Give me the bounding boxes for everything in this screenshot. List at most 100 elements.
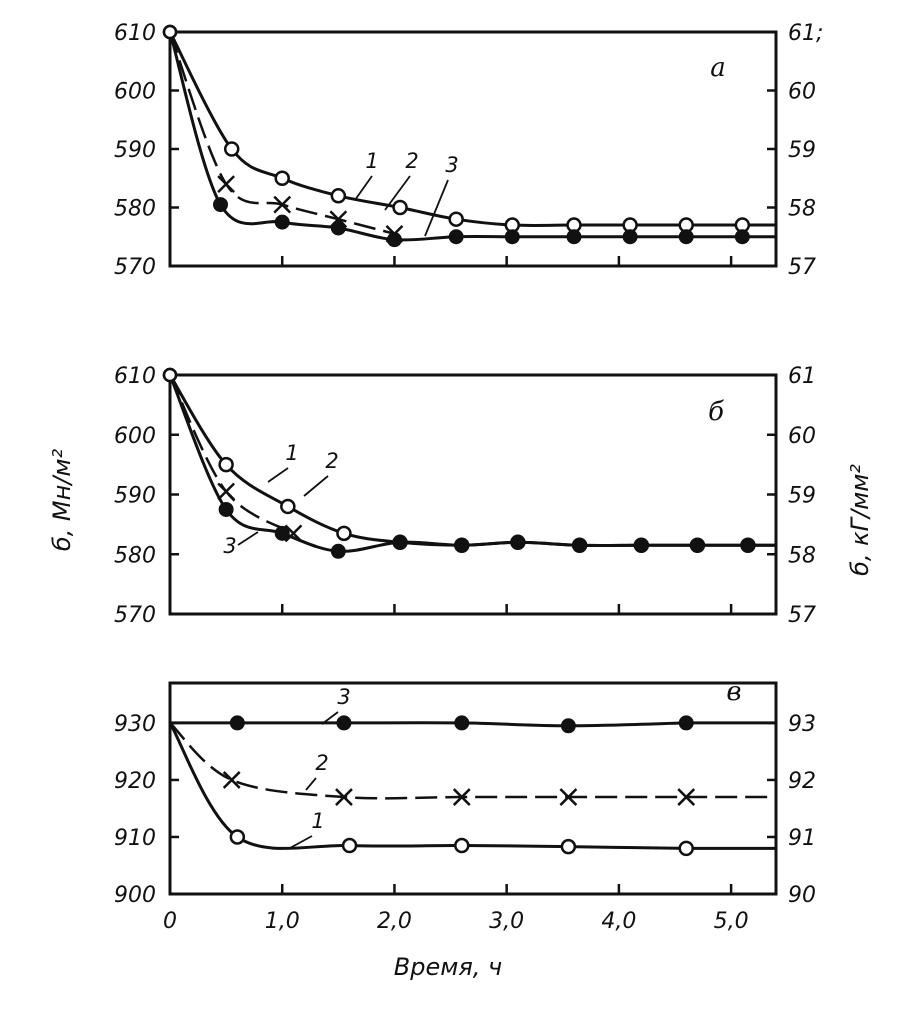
- data-point-1: [392, 199, 408, 216]
- data-point-1: [560, 838, 577, 855]
- y-tick-label: 610: [114, 364, 156, 389]
- y-tick-label: 590: [114, 484, 156, 509]
- data-point-3: [448, 229, 464, 245]
- panel-letter: а: [710, 53, 726, 83]
- y-tick-label: 580: [114, 197, 156, 222]
- y-tick-label: 590: [114, 138, 156, 163]
- y2-tick-label: 90: [788, 883, 816, 908]
- data-point-2: [217, 482, 235, 501]
- data-point-3: [274, 214, 290, 230]
- x-tick-label: 3,0: [489, 909, 524, 934]
- curve-label-leader: [289, 835, 313, 849]
- series-line-3: [168, 31, 776, 242]
- y2-tick-label: 60: [788, 424, 816, 449]
- x-tick-label: 2,0: [377, 909, 412, 934]
- data-point-1: [229, 829, 246, 845]
- curve-label-leader: [354, 175, 373, 201]
- data-point-3: [504, 229, 520, 245]
- curve-label: 3: [445, 153, 458, 177]
- data-point-2: [677, 788, 696, 806]
- data-point-2: [222, 771, 241, 789]
- y2-tick-label: 93: [788, 712, 816, 737]
- data-point-1: [341, 837, 358, 854]
- data-point-1: [223, 141, 240, 157]
- data-point-3: [454, 537, 470, 553]
- y2-tick-label: 58: [788, 197, 816, 222]
- y2-tick-label: 58: [788, 543, 816, 568]
- data-point-3: [454, 715, 470, 731]
- data-point-3: [622, 229, 638, 245]
- y-tick-label: 900: [114, 883, 156, 908]
- plot-frame: [168, 373, 778, 616]
- curve-label: 3: [223, 534, 236, 558]
- y-tick-label: 580: [114, 543, 156, 568]
- y2-tick-label: 91: [788, 826, 816, 851]
- x-tick-label: 4,0: [601, 909, 636, 934]
- curve-label: 1: [365, 149, 378, 173]
- data-point-3: [229, 715, 245, 731]
- curve-label: 2: [325, 449, 338, 473]
- series-line-1: [168, 722, 776, 850]
- data-point-1: [454, 837, 470, 854]
- data-point-3: [740, 537, 756, 553]
- y-tick-label: 610: [114, 21, 156, 46]
- data-point-1: [678, 840, 694, 857]
- data-point-3: [566, 229, 582, 245]
- curve-label-leader: [305, 777, 317, 791]
- y2-tick-label: 59: [788, 138, 816, 163]
- curve-label: 2: [405, 149, 418, 173]
- y-axis-title-right: б, кГ/мм²: [846, 464, 874, 576]
- series-line-1: [168, 31, 776, 227]
- y-tick-label: 570: [114, 255, 156, 280]
- y-tick-label: 600: [114, 424, 156, 449]
- y-tick-label: 930: [114, 712, 156, 737]
- data-point-3: [678, 715, 694, 731]
- data-point-1: [336, 525, 352, 542]
- curve-label-leader: [303, 475, 329, 497]
- y2-tick-label: 60: [788, 80, 816, 105]
- data-point-3: [392, 534, 408, 550]
- data-point-2: [559, 788, 578, 806]
- curve-label-leader: [424, 179, 449, 237]
- y-tick-label: 600: [114, 80, 156, 105]
- data-point-3: [734, 229, 750, 245]
- data-point-3: [678, 229, 694, 245]
- data-point-3: [162, 24, 178, 40]
- data-point-1: [330, 188, 347, 204]
- y2-tick-label: 57: [788, 603, 816, 628]
- plot-frame: [168, 681, 778, 896]
- y-tick-label: 570: [114, 603, 156, 628]
- data-point-3: [572, 537, 588, 553]
- panel-letter: в: [726, 677, 741, 707]
- series-line-2: [169, 722, 776, 800]
- y-axis-title-left: б, Мн/м²: [48, 448, 76, 551]
- data-point-3: [633, 537, 649, 553]
- data-point-2: [335, 788, 353, 806]
- data-point-3: [336, 715, 352, 731]
- series-line-2: [168, 31, 395, 236]
- data-point-3: [560, 718, 576, 734]
- data-point-3: [213, 197, 228, 213]
- data-point-3: [386, 232, 402, 248]
- y-tick-label: 920: [114, 769, 156, 794]
- y2-tick-label: 57: [788, 255, 816, 280]
- y-tick-label: 910: [114, 826, 156, 851]
- curve-label-leader: [237, 531, 259, 546]
- data-point-3: [274, 525, 290, 541]
- y2-tick-label: 92: [788, 769, 816, 794]
- series-line-3: [168, 374, 776, 553]
- data-point-3: [330, 543, 346, 559]
- curve-label-leader: [267, 467, 289, 483]
- curve-label: 3: [337, 685, 350, 709]
- data-point-3: [510, 534, 526, 550]
- panel-letter: б: [708, 397, 724, 427]
- curve-label-leader: [321, 711, 339, 725]
- x-axis-title: Время, ч: [394, 953, 502, 981]
- data-point-1: [218, 456, 234, 473]
- data-point-2: [217, 175, 235, 193]
- panel-1: 570 57 580 58 590 59 600 60 610 61; 1 2 3 а: [114, 21, 823, 280]
- y2-tick-label: 59: [788, 484, 816, 509]
- x-tick-label: 5,0: [714, 909, 749, 934]
